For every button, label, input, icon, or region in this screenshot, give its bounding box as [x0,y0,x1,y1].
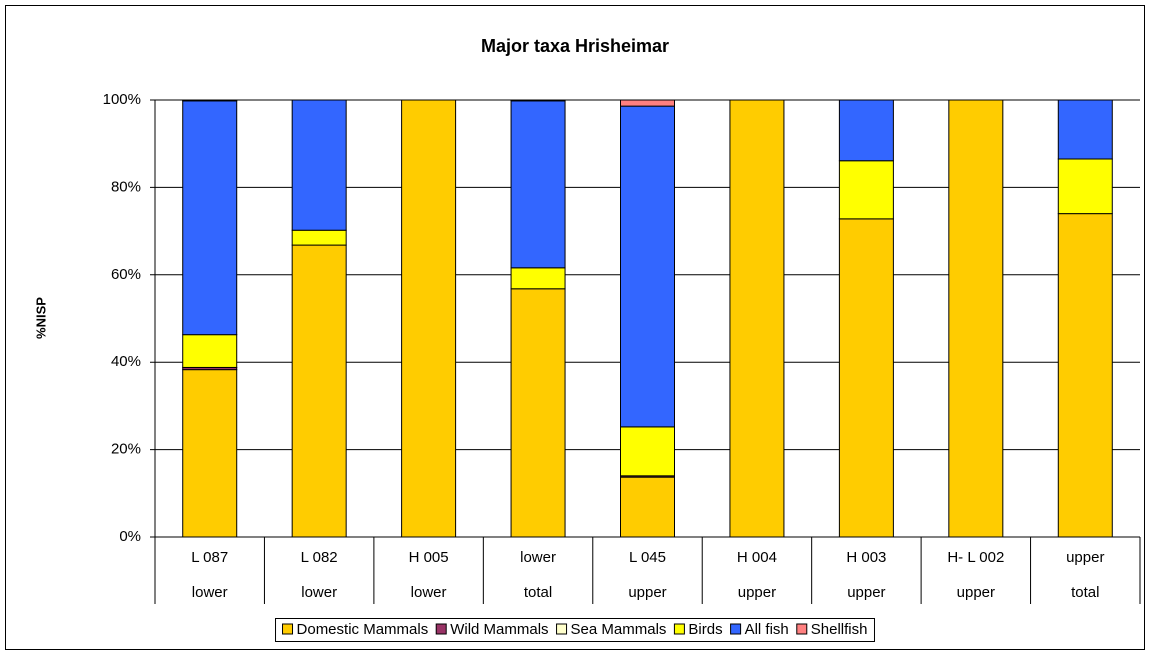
x-tick-label: lower [192,584,228,601]
x-tick-label: upper [957,584,995,601]
legend-swatch [796,623,808,635]
y-tick-label: 60% [111,266,141,283]
legend-swatch [730,623,742,635]
x-tick-label: H 005 [409,549,449,566]
legend-swatch [435,623,447,635]
x-tick-label: lower [411,584,447,601]
x-tick-label: H 004 [737,549,777,566]
bar-segment [182,99,238,102]
bar-segment [510,99,566,102]
bar-segment [620,426,675,477]
bar-segment [620,99,675,107]
x-tick-label: upper [628,584,666,601]
y-tick-label: 0% [119,528,141,545]
legend-label: Sea Mammals [571,621,667,638]
bar-segment [620,105,675,428]
legend-label: Wild Mammals [450,621,548,638]
chart-title: Major taxa Hrisheimar [481,36,669,56]
y-tick-label: 20% [111,441,141,458]
x-tick-label: total [524,584,552,601]
bar-segment [838,160,894,220]
x-tick-label: upper [847,584,885,601]
legend-label: Shellfish [811,621,868,638]
bar-segment [291,99,347,231]
x-tick-label: lower [301,584,337,601]
bar-segment [1057,213,1113,538]
bar-segment [401,99,457,538]
x-tick-label: L 045 [629,549,666,566]
y-tick-label: 80% [111,178,141,195]
x-tick-label: L 087 [191,549,228,566]
y-tick-label: 100% [103,91,141,108]
bar-segment [1057,99,1113,160]
bar-segment [291,244,347,538]
legend-label: Domestic Mammals [297,621,429,638]
legend-label: Birds [688,621,722,638]
bar-segment [182,334,238,368]
x-tick-label: upper [738,584,776,601]
legend-swatch [673,623,685,635]
legend-swatch [556,623,568,635]
bar-segment [182,100,238,336]
bar-segment [729,99,785,538]
bar-segment [838,218,894,538]
x-tick-label: L 082 [301,549,338,566]
bar-segment [510,267,566,290]
x-tick-label: total [1071,584,1099,601]
legend-label: All fish [745,621,789,638]
y-tick-label: 40% [111,353,141,370]
x-tick-label: lower [520,549,556,566]
x-tick-label: H 003 [846,549,886,566]
x-tick-label: upper [1066,549,1104,566]
bar-segment [291,229,347,246]
bar-segment [838,99,894,162]
bar-segment [182,369,238,538]
bar-segment [1057,158,1113,215]
x-tick-label: H- L 002 [947,549,1004,566]
bar-segment [510,288,566,538]
legend-swatch [282,623,294,635]
bar-segment [510,100,566,269]
bar-segment [948,99,1004,538]
bar-segment [620,476,675,538]
y-axis-label: %NISP [33,297,48,339]
legend-box [275,618,875,642]
